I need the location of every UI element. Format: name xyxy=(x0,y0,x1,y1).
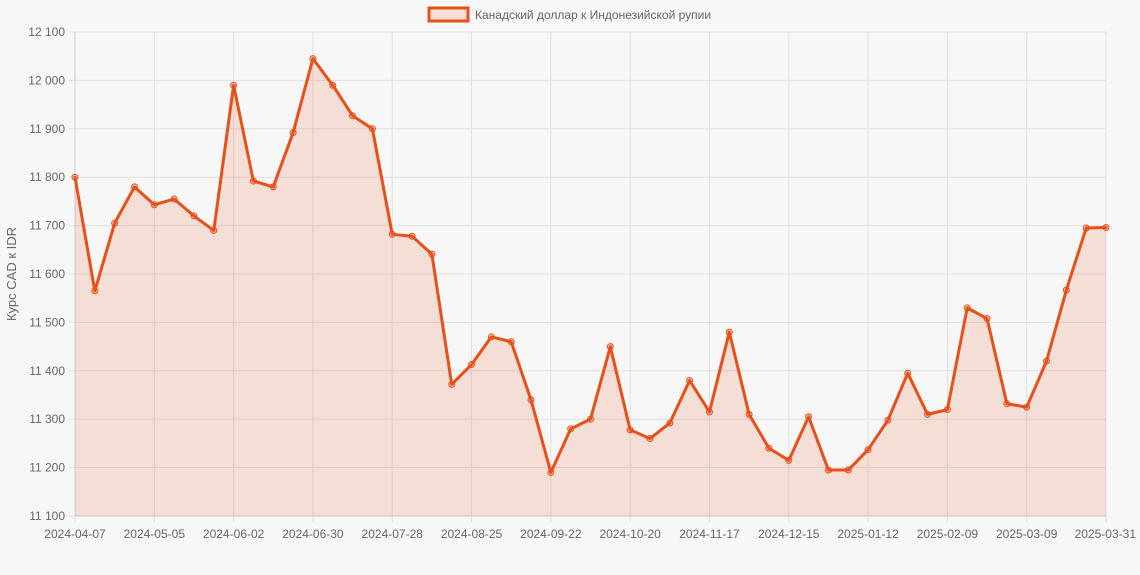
y-axis-label: Курс CAD к IDR xyxy=(4,227,19,321)
x-tick-label: 2024-05-05 xyxy=(124,527,186,541)
data-point xyxy=(943,406,951,414)
data-point xyxy=(904,369,912,377)
legend[interactable]: Канадский доллар к Индонезийской рупии xyxy=(427,6,711,23)
x-tick-label: 2024-08-25 xyxy=(441,527,503,541)
x-axis-ticks: 2024-04-07 2024-05-05 2024-06-02 2024-06-30… xyxy=(44,527,1136,541)
data-point xyxy=(1082,224,1090,232)
x-tick-label: 2024-10-20 xyxy=(599,527,661,541)
y-tick-label: 11 200 xyxy=(29,461,65,475)
data-point xyxy=(567,425,575,433)
data-point xyxy=(527,396,535,404)
y-tick-label: 12 000 xyxy=(28,73,65,87)
grid-lines xyxy=(69,31,1107,522)
series-line-layer xyxy=(73,57,1108,474)
x-tick-label: 2025-02-09 xyxy=(917,527,979,541)
data-point xyxy=(309,55,317,63)
data-point xyxy=(1003,400,1011,408)
data-point xyxy=(587,415,594,423)
data-point xyxy=(269,183,277,191)
data-point xyxy=(408,232,416,240)
x-tick-label: 2025-03-31 xyxy=(1075,527,1137,541)
legend-swatch[interactable] xyxy=(427,6,470,23)
data-point xyxy=(289,129,297,137)
x-tick-label: 2024-09-22 xyxy=(520,527,582,541)
x-tick-label: 2024-12-15 xyxy=(758,527,820,541)
data-point xyxy=(785,456,793,464)
y-axis-ticks: 11 100 11 200 11 300 11 400 11 500 11 600 11 7… xyxy=(28,25,65,523)
data-point xyxy=(1043,357,1051,365)
data-point xyxy=(547,468,555,476)
data-point xyxy=(983,315,991,323)
data-point xyxy=(666,419,674,427)
data-point xyxy=(349,112,357,120)
x-tick-label: 2024-06-30 xyxy=(282,527,344,541)
x-tick-label: 2025-03-09 xyxy=(996,527,1058,541)
data-point xyxy=(130,183,138,191)
data-point xyxy=(725,328,733,336)
data-point xyxy=(745,410,753,418)
series-area-fill xyxy=(75,58,1106,517)
data-point xyxy=(249,177,257,185)
data-point xyxy=(924,410,932,418)
y-tick-label: 11 900 xyxy=(29,122,65,136)
y-tick-label: 11 100 xyxy=(29,509,65,523)
data-point xyxy=(844,466,852,474)
data-point xyxy=(884,416,892,424)
data-point xyxy=(1062,286,1070,294)
y-tick-label: 11 400 xyxy=(29,364,65,378)
data-point xyxy=(368,125,376,133)
data-point xyxy=(468,361,476,369)
data-point xyxy=(448,380,456,388)
data-point xyxy=(626,426,634,434)
data-point xyxy=(646,435,654,443)
data-point xyxy=(686,376,694,384)
x-tick-label: 2024-11-17 xyxy=(679,527,740,541)
data-point xyxy=(765,444,773,452)
data-point xyxy=(190,212,198,220)
y-tick-label: 11 500 xyxy=(29,315,65,329)
data-point xyxy=(210,226,218,234)
series-line xyxy=(73,57,1108,474)
y-tick-label: 11 300 xyxy=(29,412,65,426)
data-point xyxy=(487,333,495,341)
legend-label[interactable]: Канадский доллар к Индонезийской рупии xyxy=(475,8,711,22)
data-point xyxy=(170,195,178,203)
area-fill-layer xyxy=(75,58,1106,517)
data-point xyxy=(111,219,119,227)
data-point xyxy=(329,81,337,89)
data-point xyxy=(824,466,832,474)
data-point xyxy=(388,230,396,238)
y-tick-label: 11 700 xyxy=(29,219,65,233)
x-tick-label: 2025-01-12 xyxy=(837,527,899,541)
data-point xyxy=(150,201,158,209)
data-point xyxy=(91,287,99,295)
data-point xyxy=(864,446,872,454)
data-point xyxy=(230,81,238,89)
data-point xyxy=(428,250,436,258)
data-point xyxy=(507,338,515,346)
x-tick-label: 2024-06-02 xyxy=(203,527,265,541)
y-tick-label: 11 600 xyxy=(29,267,65,281)
data-point xyxy=(71,173,79,181)
data-points-layer xyxy=(71,55,1110,476)
x-tick-label: 2024-07-28 xyxy=(362,527,424,541)
data-point xyxy=(805,413,813,421)
data-point xyxy=(963,304,971,312)
x-tick-label: 2024-04-07 xyxy=(44,527,106,541)
y-tick-label: 11 800 xyxy=(29,170,65,184)
data-point xyxy=(705,408,713,416)
y-tick-label: 12 100 xyxy=(28,25,65,39)
data-point xyxy=(1102,224,1110,232)
data-point xyxy=(1023,403,1031,411)
data-point xyxy=(606,343,614,351)
